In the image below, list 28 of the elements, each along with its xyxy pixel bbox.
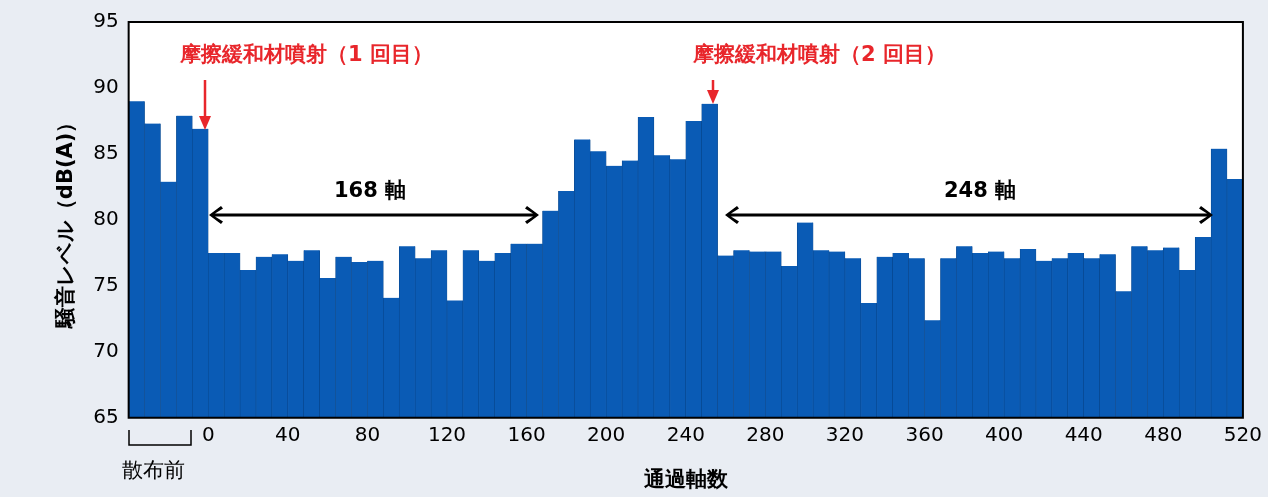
- x-axis-title: 通過軸数: [642, 466, 729, 491]
- y-tick-label: 65: [93, 404, 119, 428]
- y-tick-label: 90: [93, 74, 119, 99]
- y-tick-label: 85: [93, 140, 119, 165]
- text: 散布前: [120, 457, 186, 484]
- annotation: 248 軸: [942, 177, 1018, 204]
- x-tick-label: 360: [905, 422, 944, 446]
- x-tick-label: 200: [587, 422, 626, 446]
- annotation: 摩擦緩和材噴射（1 回目）: [180, 41, 434, 68]
- y-axis-title: 騒音レベル（dB(A)）: [53, 111, 78, 330]
- y-tick-label: 95: [93, 8, 119, 33]
- x-tick-label: 320: [825, 422, 865, 446]
- x-tick-label: 280: [746, 422, 785, 446]
- x-tick-label: 120: [427, 422, 467, 446]
- annotation: 168 軸: [332, 177, 408, 204]
- y-tick-label: 70: [93, 338, 119, 363]
- x-tick-label: 40: [275, 422, 301, 446]
- x-tick-label: 160: [507, 422, 546, 446]
- x-tick-label: 440: [1064, 422, 1103, 446]
- x-tick-label: 240: [666, 422, 705, 446]
- x-tick-label: 400: [985, 422, 1024, 446]
- x-tick-label: 80: [354, 422, 381, 446]
- x-tick-label: 480: [1144, 422, 1183, 446]
- x-tick-label: 520: [1223, 422, 1263, 446]
- annotation: 摩擦緩和材噴射（2 回目）: [693, 41, 947, 68]
- y-tick-label: 75: [93, 272, 119, 297]
- y-tick-label: 80: [93, 206, 119, 231]
- x-tick-label: 0: [201, 422, 215, 446]
